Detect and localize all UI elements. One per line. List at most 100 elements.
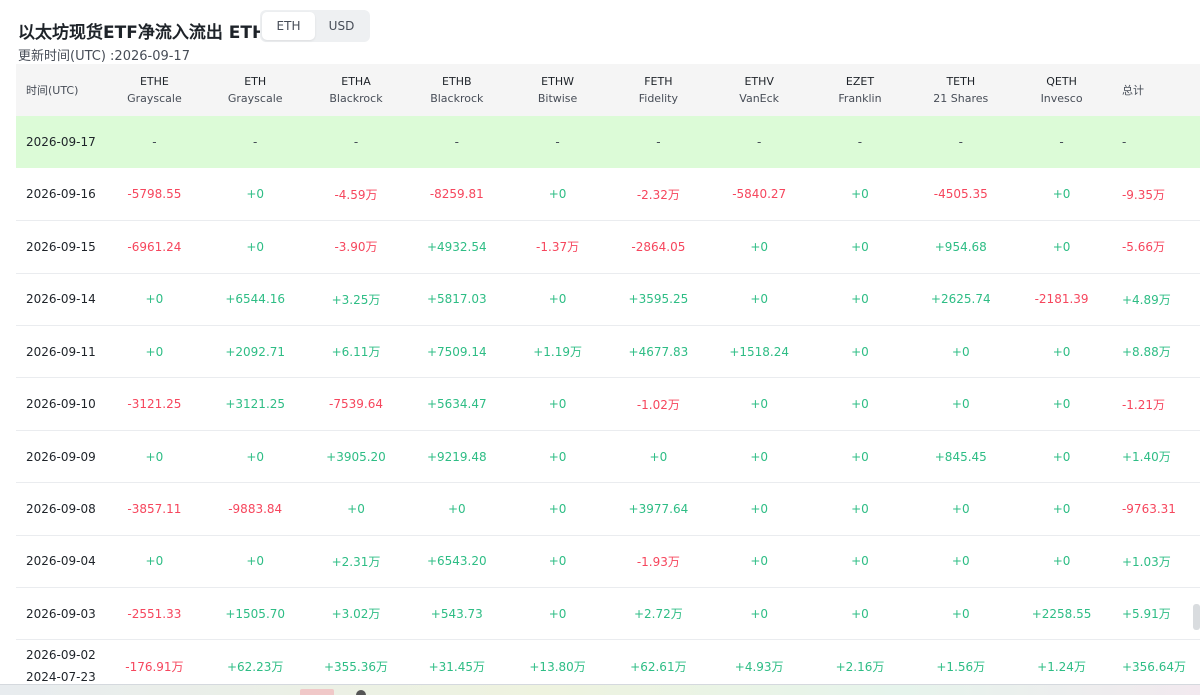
flow-cell: +0 — [145, 292, 164, 307]
row-date-start: 2026-09-14 — [26, 292, 96, 307]
flow-cell: +2.16万 — [835, 659, 885, 674]
flow-cell: -5798.55 — [127, 187, 182, 202]
flow-cell: -2.32万 — [636, 187, 680, 202]
flow-cell: - — [454, 135, 459, 150]
flow-cell: +3905.20 — [326, 449, 386, 464]
flow-cell: +0 — [750, 449, 769, 464]
flow-cell: +2092.71 — [225, 344, 286, 359]
flow-cell: +0 — [750, 606, 769, 621]
table-header-row: 时间(UTC) ETHE Grayscale ETH Grayscale ETHA Blac… — [16, 64, 1200, 116]
total-cell: -5.66万 — [1121, 240, 1166, 255]
table-row: 2026-09-09 +0 +0 +3905.20 +9219.48 +0 +0 +0 +0 +8… — [16, 430, 1200, 483]
flow-cell: +0 — [851, 501, 869, 516]
column-header-eth: ETH Grayscale — [205, 64, 306, 116]
fund-issuer: 21 Shares — [933, 92, 989, 105]
flow-cell: +0 — [851, 449, 869, 464]
bottom-taskbar-strip — [0, 684, 1200, 695]
flow-cell: - — [1059, 135, 1064, 150]
column-header-teth: TETH 21 Shares — [910, 64, 1011, 116]
flow-cell: +0 — [1052, 501, 1071, 516]
flow-cell: +0 — [851, 606, 869, 621]
table-row: 2026-09-17 - - - - - - - - - - - — [16, 116, 1200, 169]
flow-cell: +0 — [548, 292, 567, 307]
flow-cell: +6.11万 — [331, 345, 381, 360]
row-date: 2026-09-02 2024-07-23 — [16, 640, 104, 684]
row-date-start: 2026-09-16 — [26, 187, 96, 202]
unit-toggle-usd-button[interactable]: USD — [315, 12, 368, 40]
total-cell: +5.91万 — [1121, 607, 1171, 622]
fund-ticker: FETH — [644, 75, 673, 88]
fund-ticker: EZET — [845, 75, 875, 88]
table-row: 2026-09-10 -3121.25 +3121.25 -7539.64 +5634.… — [16, 378, 1200, 431]
table-row: 2026-09-02 2024-07-23 -176.91万 +62.23万 +355.… — [16, 640, 1200, 684]
fund-ticker: ETHA — [341, 75, 371, 88]
unit-toggle: ETH USD — [260, 10, 370, 42]
flow-cell: -6961.24 — [127, 239, 182, 254]
flow-cell: +3.02万 — [331, 607, 381, 622]
flow-cell: +9219.48 — [426, 449, 487, 464]
flow-cell: -4505.35 — [933, 187, 988, 202]
flow-cell: -1.93万 — [636, 554, 680, 569]
row-date: 2026-09-09 — [16, 430, 104, 482]
row-date: 2026-09-03 — [16, 588, 104, 640]
column-header-ethb: ETHB Blackrock — [406, 64, 507, 116]
table-row: 2026-09-15 -6961.24 +0 -3.90万 +4932.54 -1.37万… — [16, 221, 1200, 274]
total-cell: -9.35万 — [1121, 187, 1166, 202]
flow-cell: +0 — [750, 397, 769, 412]
flow-cell: +1.19万 — [533, 345, 582, 360]
flow-cell: +6544.16 — [225, 292, 286, 307]
fund-issuer: Invesco — [1040, 92, 1083, 105]
fund-ticker: ETHE — [139, 75, 169, 88]
flow-cell: +954.68 — [934, 239, 987, 254]
flow-cell: +3595.25 — [628, 292, 689, 307]
scrollbar-thumb[interactable] — [1193, 604, 1200, 630]
row-date-start: 2026-09-11 — [26, 344, 96, 359]
total-cell: - — [1121, 135, 1127, 150]
flow-cell: - — [656, 135, 661, 150]
fund-ticker: ETHW — [541, 75, 574, 88]
etf-flow-table-container[interactable]: 时间(UTC) ETHE Grayscale ETH Grayscale ETHA Blac… — [16, 64, 1200, 684]
table-row: 2026-09-03 -2551.33 +1505.70 +3.02万 +543.73 +… — [16, 588, 1200, 640]
row-date-start: 2026-09-10 — [26, 397, 96, 412]
row-date: 2026-09-04 — [16, 535, 104, 587]
row-date-start: 2026-09-08 — [26, 501, 96, 516]
flow-cell: - — [152, 135, 157, 150]
flow-cell: +31.45万 — [428, 659, 485, 674]
row-date-start: 2026-09-03 — [26, 606, 96, 621]
flow-cell: +0 — [851, 239, 869, 254]
flow-cell: +0 — [851, 187, 869, 202]
flow-cell: +1505.70 — [225, 606, 286, 621]
flow-cell: - — [757, 135, 762, 150]
flow-cell: +4932.54 — [426, 239, 487, 254]
unit-toggle-eth-button[interactable]: ETH — [262, 12, 315, 40]
fund-issuer: Grayscale — [127, 92, 182, 105]
flow-cell: +0 — [548, 606, 567, 621]
fund-issuer: Fidelity — [638, 92, 679, 105]
flow-cell: +62.23万 — [226, 659, 284, 674]
flow-cell: +0 — [951, 501, 970, 516]
row-date: 2026-09-08 — [16, 483, 104, 535]
total-cell: +4.89万 — [1121, 292, 1171, 307]
flow-cell: -7539.64 — [329, 397, 383, 412]
column-header-total: 总计 — [1121, 83, 1144, 97]
row-date-start: 2026-09-02 — [26, 648, 96, 663]
row-date-start: 2026-09-17 — [26, 135, 96, 150]
flow-cell: +0 — [447, 501, 466, 516]
flow-cell: +0 — [548, 501, 567, 516]
fund-issuer: Blackrock — [329, 92, 383, 105]
table-row: 2026-09-16 -5798.55 +0 -4.59万 -8259.81 +0 -2.3… — [16, 168, 1200, 221]
flow-cell: +1.24万 — [1037, 659, 1086, 674]
etf-flow-table: 时间(UTC) ETHE Grayscale ETH Grayscale ETHA Blac… — [16, 64, 1200, 684]
flow-cell: +3121.25 — [225, 397, 286, 412]
total-cell: +356.64万 — [1121, 659, 1187, 674]
flow-cell: +0 — [548, 397, 567, 412]
row-date: 2026-09-14 — [16, 273, 104, 325]
flow-cell: - — [958, 135, 963, 150]
flow-cell: +3.25万 — [331, 292, 381, 307]
fund-issuer: Bitwise — [537, 92, 578, 105]
flow-cell: - — [353, 135, 359, 150]
flow-cell: +0 — [548, 187, 567, 202]
total-cell: -1.21万 — [1121, 397, 1166, 412]
update-time: 更新时间(UTC) :2026-09-17 — [18, 49, 190, 64]
table-row: 2026-09-14 +0 +6544.16 +3.25万 +5817.03 +0 +359… — [16, 273, 1200, 326]
